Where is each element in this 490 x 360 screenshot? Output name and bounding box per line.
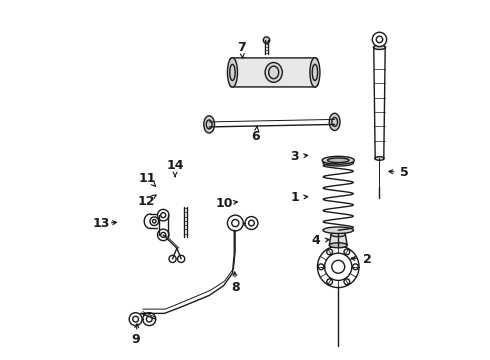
Text: 3: 3 [290, 150, 299, 163]
Ellipse shape [323, 159, 353, 166]
FancyBboxPatch shape [230, 58, 318, 87]
Text: 9: 9 [131, 333, 140, 346]
Circle shape [245, 217, 258, 229]
Text: 10: 10 [216, 197, 233, 210]
Ellipse shape [310, 58, 320, 87]
Circle shape [157, 229, 169, 240]
Ellipse shape [329, 113, 340, 131]
Text: 2: 2 [363, 253, 371, 266]
Text: 13: 13 [92, 217, 110, 230]
Ellipse shape [263, 37, 270, 43]
Polygon shape [329, 234, 347, 245]
Text: 1: 1 [290, 192, 299, 204]
Ellipse shape [331, 232, 345, 237]
Circle shape [143, 313, 156, 325]
Circle shape [169, 255, 176, 262]
Ellipse shape [327, 158, 349, 163]
Text: 7: 7 [237, 41, 246, 54]
Circle shape [327, 249, 333, 255]
Text: 11: 11 [139, 172, 156, 185]
Text: 4: 4 [312, 234, 320, 247]
Ellipse shape [204, 116, 215, 133]
Ellipse shape [227, 58, 238, 87]
Text: 14: 14 [166, 159, 184, 172]
Circle shape [177, 255, 185, 262]
Circle shape [353, 264, 358, 270]
Circle shape [157, 210, 169, 221]
Circle shape [332, 260, 344, 273]
Circle shape [372, 32, 387, 46]
Text: 8: 8 [232, 281, 241, 294]
Circle shape [129, 313, 142, 325]
Circle shape [318, 246, 359, 288]
Ellipse shape [323, 227, 353, 233]
Text: 6: 6 [251, 130, 260, 144]
Ellipse shape [375, 157, 384, 160]
Circle shape [344, 249, 350, 255]
Circle shape [324, 253, 352, 280]
Circle shape [327, 279, 333, 284]
Ellipse shape [373, 45, 386, 49]
Ellipse shape [329, 243, 347, 248]
Text: 5: 5 [400, 166, 409, 179]
Ellipse shape [265, 63, 282, 82]
Circle shape [150, 217, 159, 226]
Text: 12: 12 [138, 195, 155, 208]
Circle shape [344, 279, 350, 284]
Circle shape [318, 264, 324, 270]
Ellipse shape [322, 156, 354, 164]
Circle shape [227, 215, 243, 231]
